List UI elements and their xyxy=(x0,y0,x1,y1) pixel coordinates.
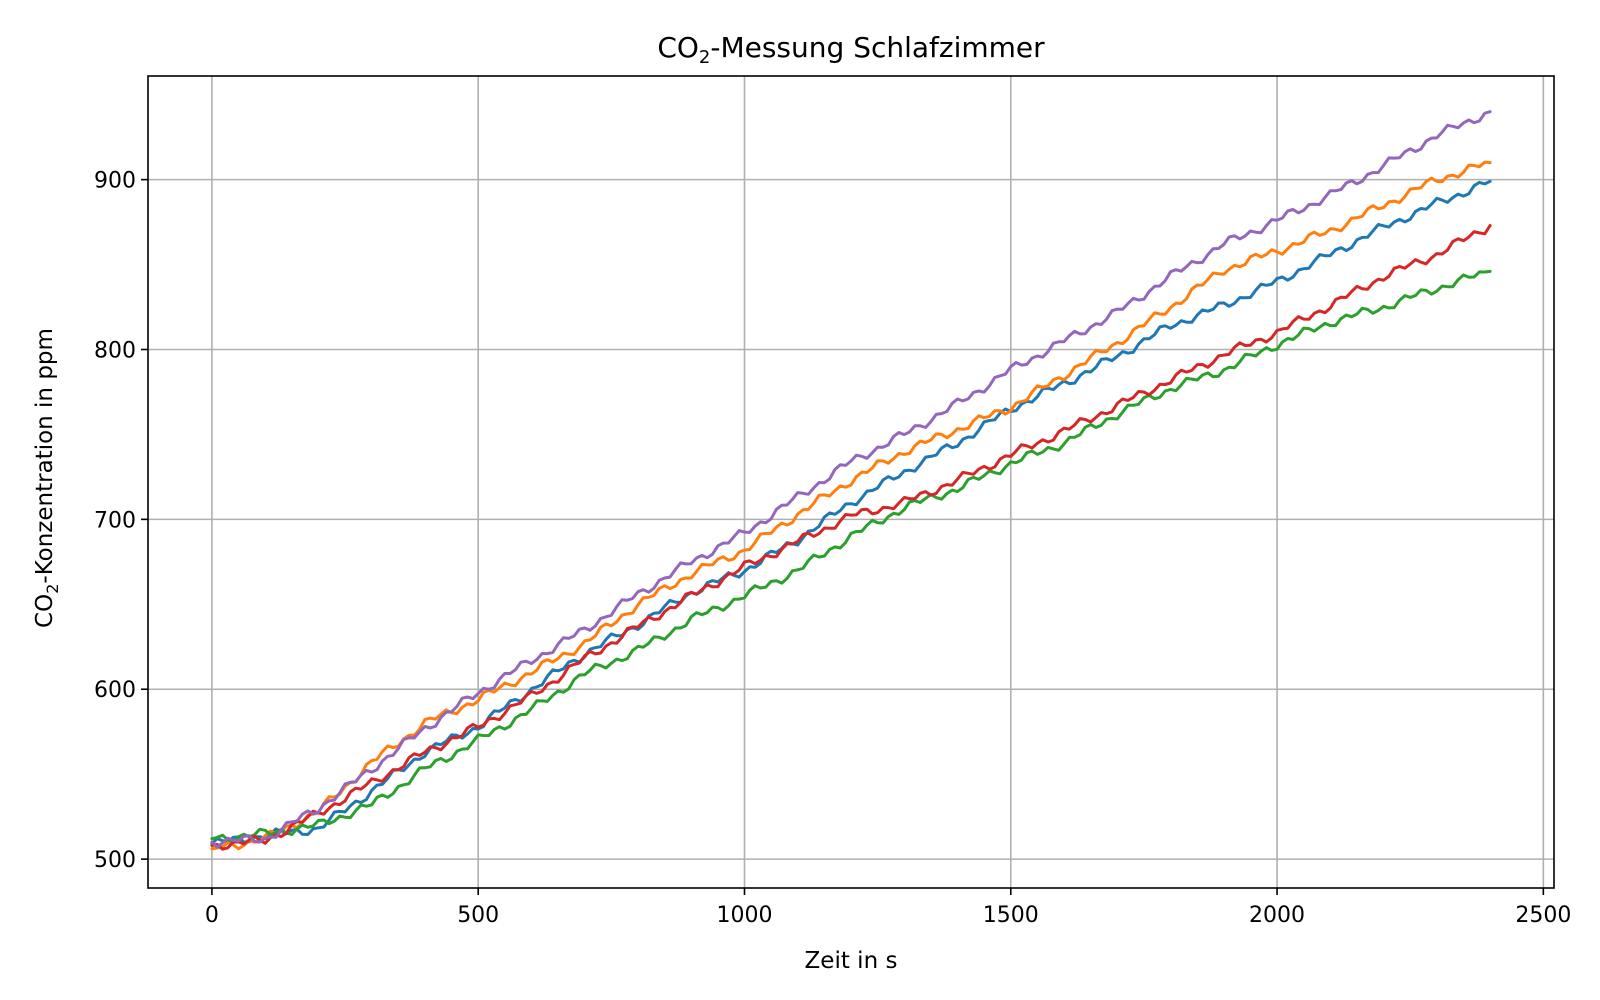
grid xyxy=(148,76,1554,888)
y-tick-label: 500 xyxy=(94,848,136,873)
x-tick-label: 500 xyxy=(457,903,499,928)
y-tick-label: 800 xyxy=(94,338,136,363)
series-line-3 xyxy=(210,269,1492,844)
x-tick-label: 2000 xyxy=(1249,903,1305,928)
x-tick-label: 0 xyxy=(205,903,219,928)
y-tick-label: 700 xyxy=(94,508,136,533)
series-line-2 xyxy=(210,160,1492,851)
y-axis-label: CO2-Konzentration in ppm xyxy=(32,328,62,628)
plot-frame xyxy=(147,75,1555,889)
x-tick-label: 1000 xyxy=(716,903,772,928)
series-lines xyxy=(210,110,1492,851)
series-line-4 xyxy=(210,224,1492,851)
x-axis-ticks: 0 500 1000 1500 2000 2500 xyxy=(205,888,1571,928)
y-tick-label: 900 xyxy=(94,169,136,194)
x-tick-label: 2500 xyxy=(1515,903,1571,928)
series-line-5 xyxy=(210,110,1492,849)
x-axis-label: Zeit in s xyxy=(805,948,898,974)
chart-title: CO2-Messung Schlafzimmer xyxy=(657,31,1045,68)
x-tick-label: 1500 xyxy=(983,903,1039,928)
y-tick-label: 600 xyxy=(94,678,136,703)
y-axis-ticks: 500 600 700 800 900 xyxy=(94,169,148,873)
series-line-1 xyxy=(210,179,1492,846)
